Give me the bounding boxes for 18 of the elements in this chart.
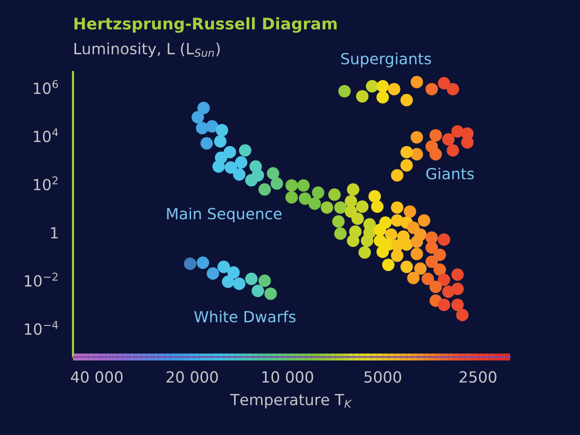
chart-title: Hertzsprung-Russell Diagram: [74, 17, 337, 33]
y-tick-label: 10$^{6}$: [34, 80, 58, 94]
series-label: White Dwarfs: [194, 310, 296, 322]
x-tick-label: 10 000: [262, 371, 314, 383]
series-label: Main Sequence: [167, 208, 282, 222]
y-tick-label: 10$^{−2}$: [24, 272, 58, 287]
y-axis-title: Luminosity, L (L$_{Sun}$): [74, 42, 220, 58]
series-label: Giants: [426, 168, 474, 180]
y-tick-label: 10$^{−4}$: [24, 320, 58, 335]
y-tick-label: 10$^{4}$: [34, 128, 58, 142]
x-tick-label: 5000: [364, 371, 402, 383]
y-tick-label: 10$^{2}$: [34, 176, 58, 190]
x-tick-label: 40 000: [70, 371, 123, 383]
x-tick-label: 20 000: [166, 371, 218, 383]
x-axis-title: Temperature T$_{K}$: [230, 394, 352, 408]
series-label: Supergiants: [341, 52, 431, 68]
x-tick-label: 2500: [460, 371, 496, 383]
y-tick-label: 1: [51, 227, 58, 238]
